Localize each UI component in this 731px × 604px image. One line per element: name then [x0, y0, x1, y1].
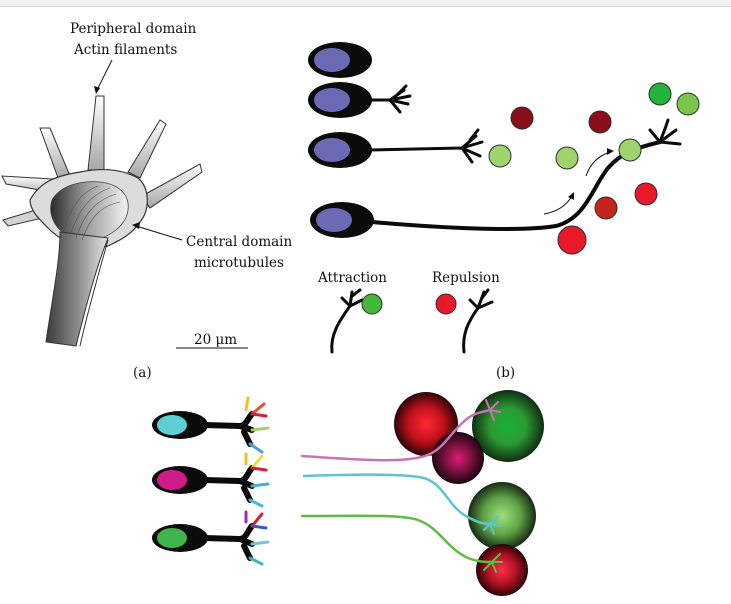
pointer-central — [135, 225, 183, 241]
repulsion-neurite — [462, 288, 494, 354]
nucleus-2 — [314, 88, 350, 112]
target-magenta — [432, 432, 484, 484]
neuron-sequence — [308, 42, 700, 255]
bottom-axons — [300, 408, 494, 564]
axon-shaft — [45, 231, 109, 347]
attraction-neurite — [330, 288, 364, 354]
growth-cone-illustration — [1, 95, 248, 349]
bottom-branches-1 — [244, 396, 270, 454]
window-top-edge — [0, 0, 731, 7]
nucleus-3 — [314, 138, 350, 162]
panel-a-label: (a) — [133, 365, 152, 381]
scale-bar-label: 20 μm — [194, 332, 237, 348]
label-peripheral-domain: Peripheral domain — [70, 21, 197, 37]
filopodium-top-right — [127, 119, 167, 179]
target-blobs — [394, 390, 544, 596]
bottom-branches-3 — [244, 510, 270, 566]
label-microtubules: microtubules — [194, 255, 284, 271]
attraction-cue — [361, 293, 383, 315]
bottom-nucleus-cyan — [157, 415, 187, 435]
bottom-nucleus-magenta — [157, 470, 187, 490]
bottom-neurons — [152, 396, 270, 566]
repulsion-cue — [435, 293, 457, 315]
label-central-domain: Central domain — [186, 234, 292, 250]
bottom-neurite-1 — [201, 411, 255, 447]
filopodium-top-left — [39, 127, 71, 179]
neurite-4-cone — [648, 118, 682, 146]
bottom-nucleus-green — [157, 528, 187, 548]
pointer-peripheral-head — [94, 86, 100, 94]
cue-repellent-bright-b — [557, 225, 587, 255]
label-actin-filaments: Actin filaments — [73, 42, 177, 58]
bottom-neurite-2 — [201, 465, 255, 503]
axon-tips — [483, 399, 503, 573]
cue-repellent-bright-a — [634, 182, 658, 206]
filopodium-right — [141, 163, 203, 209]
cue-repellent-dark-a — [510, 106, 534, 130]
cue-repellent-dark-b — [588, 110, 612, 134]
cue-attractant-3 — [488, 144, 512, 168]
cue-attractant-light-a — [555, 146, 579, 170]
axon-outer-edge — [79, 239, 109, 347]
cue-attractant-light-c — [676, 92, 700, 116]
filopodium-top — [87, 95, 105, 171]
guidance-arrow-1-head — [568, 192, 574, 200]
cue-repellent-mid — [594, 196, 618, 220]
guidance-arrow-2-head — [607, 148, 614, 155]
pointer-central-head — [132, 222, 140, 229]
axon-cyan — [302, 473, 492, 526]
bottom-branches-2 — [244, 452, 270, 508]
microtubule-streaks — [63, 185, 121, 241]
neurite-2 — [366, 84, 412, 114]
guidance-arrow-1 — [543, 195, 573, 215]
cue-attractant-light-b — [618, 138, 642, 162]
neurite-3 — [366, 128, 484, 164]
target-red-bottom — [476, 544, 528, 596]
nucleus-4 — [316, 208, 352, 232]
neurite-4-axon — [370, 140, 662, 231]
label-repulsion: Repulsion — [432, 270, 500, 286]
axon-green — [300, 514, 494, 564]
cue-attractant-dark-a — [648, 82, 672, 106]
panel-b-label: (b) — [496, 365, 515, 381]
target-light-green — [468, 482, 536, 550]
nucleus-1 — [314, 48, 350, 72]
axon-magenta — [300, 408, 492, 462]
label-attraction: Attraction — [317, 270, 387, 286]
pointer-peripheral — [95, 59, 113, 93]
bottom-neurite-3 — [201, 523, 255, 561]
